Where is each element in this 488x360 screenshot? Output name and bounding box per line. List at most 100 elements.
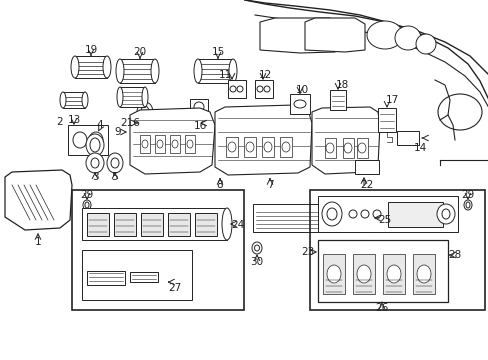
Ellipse shape [293,100,305,108]
Text: 3: 3 [92,172,98,182]
Ellipse shape [227,142,236,152]
Ellipse shape [111,158,119,168]
Text: 12: 12 [258,70,271,80]
Bar [87,213,109,236]
Ellipse shape [107,153,123,173]
Ellipse shape [117,87,123,107]
Ellipse shape [366,204,374,232]
Text: 14: 14 [412,143,426,153]
Text: 30: 30 [250,257,263,267]
Ellipse shape [229,86,236,92]
Bar [168,213,190,236]
Ellipse shape [441,209,449,219]
Text: 23: 23 [301,247,314,257]
Ellipse shape [222,208,231,240]
Ellipse shape [325,143,333,153]
Bar [352,254,374,294]
Ellipse shape [60,92,66,108]
Ellipse shape [245,142,253,152]
Bar [87,271,125,285]
Bar [317,240,447,302]
Text: 16: 16 [193,121,206,131]
Bar [130,272,158,282]
Ellipse shape [142,87,148,107]
Bar [140,135,150,153]
Ellipse shape [321,202,341,226]
Bar [120,87,145,107]
Bar [354,160,378,174]
Ellipse shape [264,142,271,152]
Text: 26: 26 [375,303,388,313]
Text: 25: 25 [378,215,391,225]
Ellipse shape [415,34,435,54]
Ellipse shape [71,56,79,78]
Ellipse shape [237,86,243,92]
Ellipse shape [141,106,149,118]
Bar [329,90,346,110]
Ellipse shape [386,265,400,283]
Bar [244,137,256,157]
Text: 15: 15 [211,47,224,57]
Bar [141,213,163,236]
Ellipse shape [436,204,454,224]
Bar [356,138,367,158]
Ellipse shape [416,265,430,283]
Ellipse shape [343,143,351,153]
Ellipse shape [257,86,263,92]
Bar [195,213,217,236]
Bar [387,202,442,227]
Bar [342,138,353,158]
Bar [289,94,309,114]
Ellipse shape [91,158,99,168]
Bar [325,138,335,158]
Text: 22: 22 [360,180,373,190]
Ellipse shape [366,21,402,49]
Bar [252,204,370,232]
Ellipse shape [103,56,111,78]
Ellipse shape [137,102,153,122]
Ellipse shape [157,140,163,148]
Ellipse shape [282,142,289,152]
Bar [254,80,272,98]
Ellipse shape [90,138,100,152]
Text: 29: 29 [80,190,93,200]
Text: 2: 2 [57,117,63,127]
Bar [262,137,273,157]
Ellipse shape [437,94,481,130]
Bar [198,59,232,83]
Ellipse shape [254,245,259,251]
Bar [309,190,484,310]
Ellipse shape [82,92,88,108]
Ellipse shape [394,26,420,50]
Bar [382,254,404,294]
Text: 8: 8 [216,180,223,190]
Bar [75,56,107,78]
Polygon shape [305,18,364,52]
Bar [227,80,245,98]
Polygon shape [311,107,379,174]
Bar [317,196,457,232]
Text: 13: 13 [67,115,81,125]
Ellipse shape [194,59,202,83]
Text: 20: 20 [133,47,146,57]
Bar [280,137,291,157]
Bar [72,190,244,310]
Text: 7: 7 [266,180,273,190]
Ellipse shape [194,102,203,112]
Ellipse shape [89,132,103,148]
Ellipse shape [85,202,89,208]
Ellipse shape [142,140,148,148]
Bar [170,135,180,153]
Ellipse shape [463,200,471,210]
Bar [323,254,345,294]
Text: 216: 216 [120,118,140,128]
Text: 4: 4 [97,120,103,130]
Text: 17: 17 [385,95,398,105]
Ellipse shape [251,242,262,254]
Polygon shape [260,18,339,53]
Polygon shape [5,170,72,230]
Text: 18: 18 [335,80,348,90]
Bar [82,208,226,240]
Ellipse shape [326,265,340,283]
Text: 5: 5 [111,172,118,182]
